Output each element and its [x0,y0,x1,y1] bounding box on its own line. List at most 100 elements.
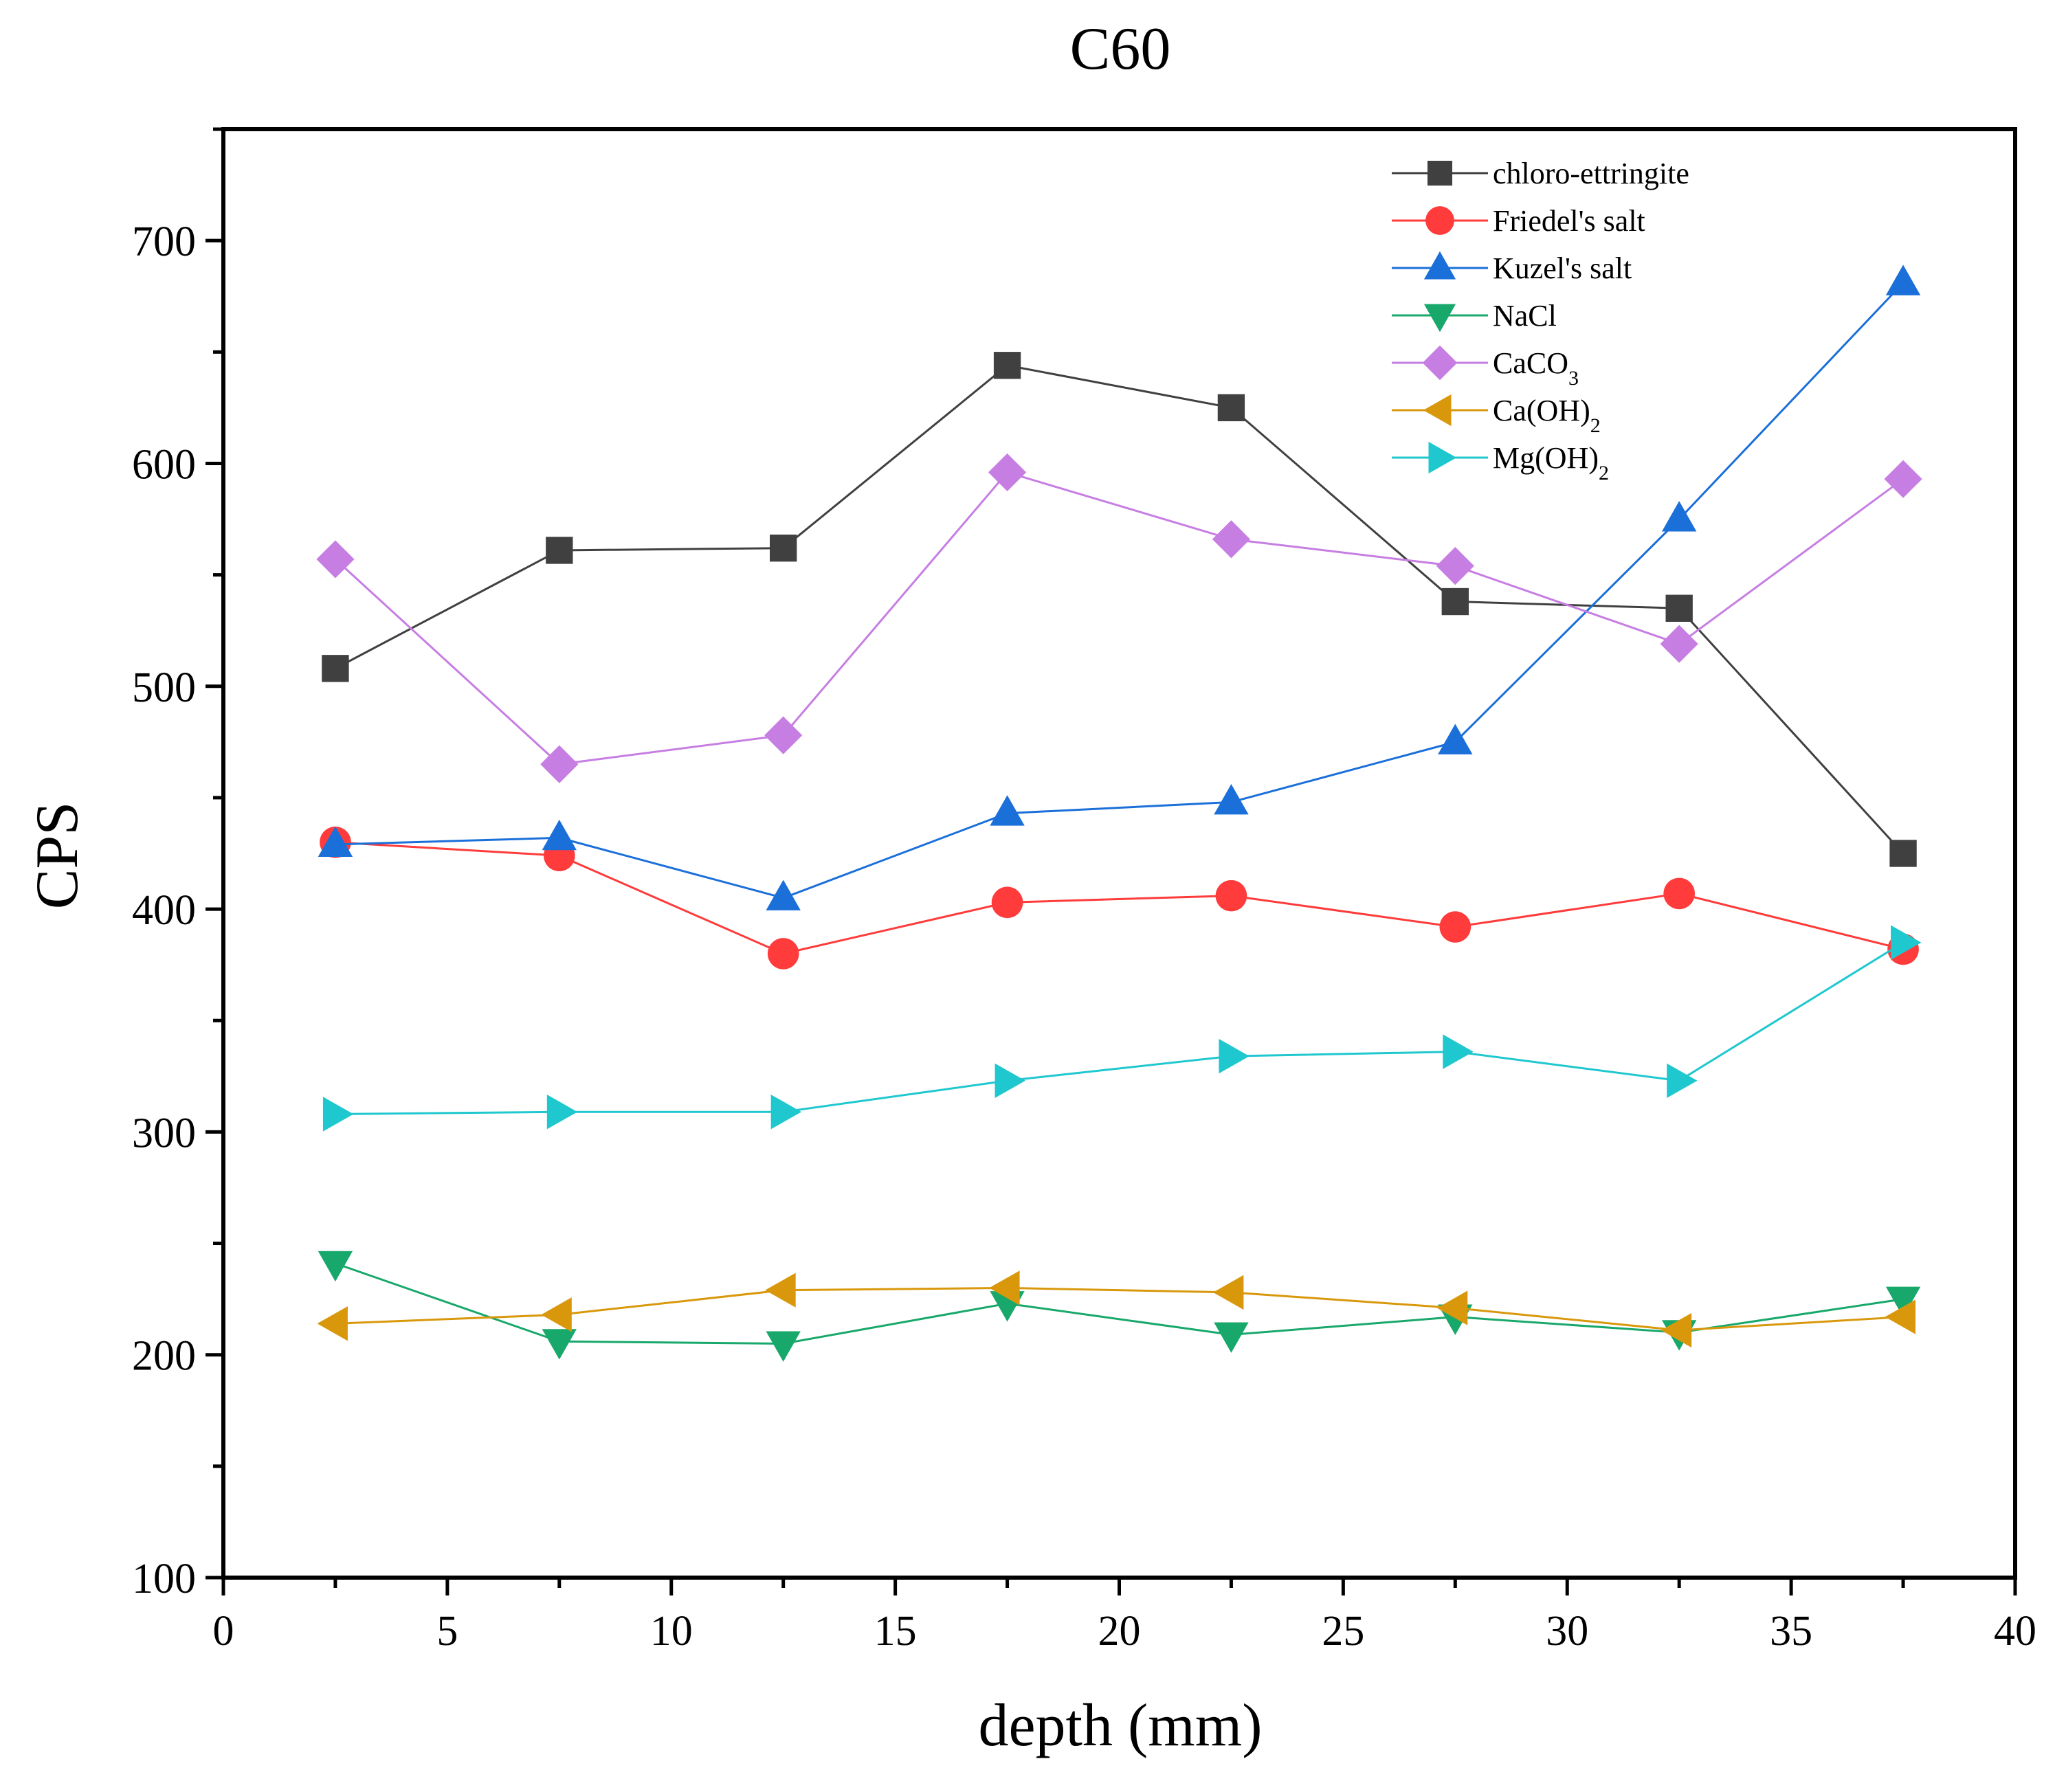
data-point [764,716,803,754]
data-point [1663,877,1695,910]
data-point [1213,1275,1244,1310]
legend-item: Ca(OH)2 [1392,394,1601,437]
data-point [995,1063,1025,1098]
data-point [767,938,799,970]
x-tick-label: 10 [650,1608,693,1655]
data-point [1438,724,1473,754]
data-point [1660,625,1698,663]
y-axis-label: CPS [24,802,91,910]
legend-label: Mg(OH)2 [1493,441,1609,484]
series-line [335,1286,1904,1332]
data-point [1214,1322,1249,1353]
data-point [766,880,801,910]
series-mg-oh-2 [322,925,1922,1132]
data-point [990,795,1025,826]
data-point [1884,460,1922,498]
x-tick-label: 35 [1770,1608,1812,1655]
legend-label: NaCl [1493,299,1557,333]
legend: chloro-ettringite Friedel's salt Kuzel's s… [1392,157,1689,484]
chart-title: C60 [1070,16,1171,82]
x-tick-label: 30 [1546,1608,1588,1655]
series-line [335,841,1904,955]
data-point [1215,880,1247,912]
series-line [335,364,1904,855]
legend-marker [1428,441,1457,474]
data-point [1885,265,1921,295]
data-point [1667,1063,1698,1098]
data-point [993,352,1021,379]
legend-item: NaCl [1392,299,1557,333]
y-tick-label: 600 [132,441,196,488]
data-point [546,1094,578,1130]
axes: 0 5 10 15 20 25 30 35 40 100 200 300 400 500 600 700 [132,127,2036,1655]
data-point [1219,1038,1249,1074]
plot-area [316,265,1922,1362]
legend-marker [1423,394,1452,427]
x-tick-label: 0 [213,1608,234,1655]
legend-label: Friedel's salt [1493,204,1645,238]
data-point [318,826,353,858]
data-point [318,1251,353,1282]
data-point [546,537,573,564]
data-point [540,745,579,783]
y-tick-label: 500 [132,664,196,711]
data-point [991,886,1023,919]
data-point [1212,520,1251,559]
series-line [335,1262,1904,1345]
data-point [1214,784,1249,815]
legend-label: CaCO3 [1493,346,1579,390]
data-point [766,1331,801,1362]
data-point [316,540,355,579]
y-tick-label: 700 [132,219,196,265]
legend-label: chloro-ettringite [1493,157,1689,190]
series-kuzel-s-salt [318,265,1921,910]
legend-label: Kuzel's salt [1493,251,1632,285]
series-ca-oh-2 [317,1270,1916,1348]
data-point [765,1273,796,1308]
x-tick-label: 25 [1322,1608,1364,1655]
data-point [542,819,577,851]
legend-marker [1425,206,1454,235]
data-point [770,1094,802,1130]
y-tick-label: 100 [132,1556,196,1602]
x-tick-label: 40 [1994,1608,2036,1655]
series-line [335,941,1904,1115]
x-tick-label: 5 [436,1608,458,1655]
legend-item: Kuzel's salt [1392,251,1632,285]
data-point [317,1306,348,1341]
data-point [542,1329,577,1360]
legend-item: Mg(OH)2 [1392,441,1609,484]
x-tick-label: 15 [874,1608,917,1655]
series-chloro-ettringite [322,352,1917,867]
data-point [989,1270,1020,1306]
data-point [1439,911,1471,943]
legend-item: chloro-ettringite [1392,157,1689,190]
y-tick-label: 400 [132,887,196,934]
legend-marker [1423,251,1456,280]
data-point [1660,1312,1692,1348]
data-point [1436,547,1474,585]
data-point [322,1097,354,1132]
series-line [335,282,1904,899]
legend-item: CaCO3 [1392,345,1579,390]
data-point [1889,840,1917,867]
data-point [1436,1290,1468,1325]
data-point [1661,501,1697,532]
data-point [1891,925,1922,960]
legend-marker [1427,160,1453,186]
data-point [1885,1299,1916,1334]
data-point [1665,594,1693,622]
x-axis-label: depth (mm) [978,1692,1262,1759]
data-point [1443,1034,1474,1069]
series-caco3 [316,453,1922,783]
legend-label: Ca(OH)2 [1493,394,1601,437]
legend-marker [1422,345,1458,381]
data-point [1217,394,1245,422]
y-tick-label: 200 [132,1333,196,1380]
x-tick-label: 20 [1098,1608,1141,1655]
legend-marker [1423,304,1456,333]
plot-frame [221,127,2017,1580]
y-tick-label: 300 [132,1110,196,1156]
data-point [1885,1286,1921,1318]
